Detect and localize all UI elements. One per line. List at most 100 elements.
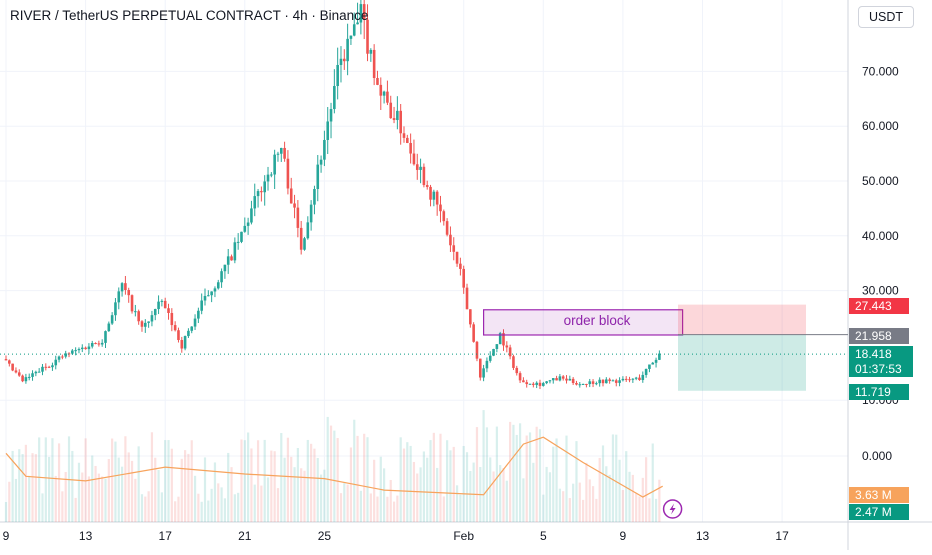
candle-body [54,359,58,366]
volume-bar [107,459,110,522]
time-axis-label: 17 [775,529,789,543]
candle-body [654,359,658,363]
volume-bar [638,496,641,522]
grid [0,0,848,522]
symbol-title[interactable]: RIVER / TetherUS PERPETUAL CONTRACT · 4h… [10,8,369,23]
candle-body [379,84,383,96]
volume-badge: 2.47 M [849,504,909,520]
price-axis-label: 50.000 [862,174,899,188]
candle-body [346,38,349,62]
candle-body [243,225,247,232]
candle-body [31,373,34,377]
volume-bar [329,425,333,522]
volume-bar [240,439,243,522]
volume-bar [575,441,578,522]
volume-bar [200,501,203,522]
candle-body [270,174,273,176]
time-axis-label: 17 [159,529,173,543]
volume-bar [333,430,336,522]
candle-body [339,58,343,65]
candle-body [641,374,645,381]
volume-bar [455,485,459,522]
volume-bar [91,455,94,522]
candle-body [634,377,638,379]
volume-bar [548,472,552,522]
candle-body [306,222,310,239]
candle-body [197,310,200,319]
volume-bar [353,419,356,522]
volume-bar [585,462,588,522]
volume-bar [61,491,64,522]
volume-bar [618,459,621,522]
volume-bar [628,471,631,522]
volume-bar [207,500,210,522]
candle-body [442,211,446,222]
candle-body [107,323,111,332]
order-block-label: order block [563,313,631,328]
candle-body [518,373,522,381]
volume-bar [4,501,8,522]
candle-body [147,321,150,323]
candle-body [77,349,81,351]
volume-bar [654,498,658,522]
volume-bar [263,439,266,522]
volume-ma-badge: 3.63 M [849,487,909,503]
volume-bar [572,483,575,522]
volume-bar [535,426,538,522]
volume-bar [492,471,495,522]
volume-bar [323,469,326,522]
order-block-box [483,309,684,336]
volume-ma-line [5,436,663,498]
volume-bar [363,433,366,522]
candle-body [585,383,588,385]
candle-body [67,353,71,355]
candle-body [469,309,472,325]
candle-body [449,234,452,246]
candle-body [293,203,296,208]
volume-bar [170,448,173,522]
candle-body [343,58,346,62]
volume-axis-label: 0.000 [862,449,892,463]
currency-button[interactable]: USDT [858,6,914,28]
volume-bar [256,440,260,522]
volume-bar [648,498,651,522]
volume-bar [422,451,425,522]
volume-bar [213,462,217,522]
volume-bar [489,457,492,522]
candle-body [475,341,479,359]
candle-body [502,333,505,346]
candle-body [406,137,409,143]
volume-bar [51,438,54,522]
candle-body [14,370,18,373]
volume-bar [545,466,548,522]
volume-bar [499,465,502,522]
candle-body [624,378,628,380]
candle-body [170,312,174,326]
candle-body [163,300,167,309]
candle-body [114,302,117,316]
time-axis-label: 9 [620,529,627,543]
candle-body [203,296,207,301]
candle-body [180,339,184,349]
volume-bar [296,448,299,522]
volume-bar [409,445,412,522]
candle-body [482,368,485,378]
volume-bar [276,488,280,522]
candle-body [459,263,462,269]
volume-bar [11,450,14,522]
candle-body [372,49,376,79]
candle-body [100,342,104,345]
volume-bar [359,490,362,522]
volume-bar [462,445,465,522]
volume-bar [465,452,469,522]
volume-bar [469,470,472,522]
volume-bar [446,440,449,522]
volume-bar [582,499,585,522]
candle-body [445,221,449,235]
candle-body [17,372,21,376]
volume-bar [120,466,124,522]
volume-bar [97,473,100,522]
candle-body [87,346,91,350]
